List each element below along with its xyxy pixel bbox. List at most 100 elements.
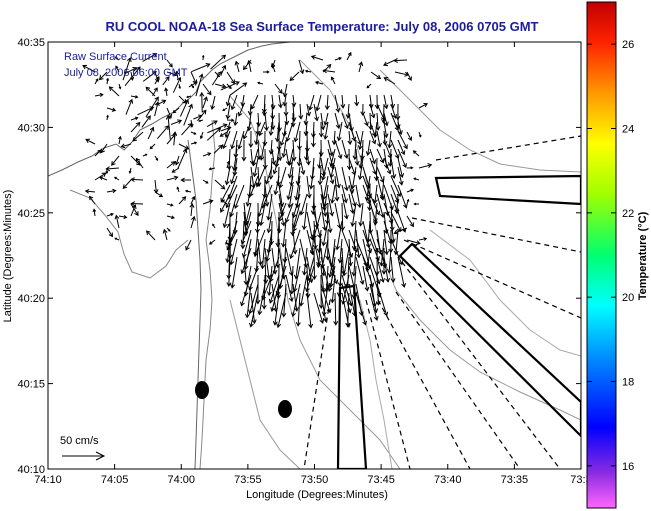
current-vector-arrow — [318, 121, 324, 138]
current-vector-arrow — [397, 148, 407, 169]
current-vector-arrow — [166, 161, 176, 169]
current-vector-arrow — [324, 265, 330, 293]
current-vector-arrow — [323, 121, 329, 140]
current-vector-arrow — [165, 114, 171, 140]
current-vector-arrow — [122, 57, 132, 81]
current-vector-arrow — [193, 114, 203, 120]
current-vector-arrow — [311, 247, 317, 280]
current-vector-arrow — [315, 94, 322, 112]
current-vector-arrow — [365, 139, 371, 156]
current-vector-arrow — [317, 166, 323, 186]
colorbar-tick-label: 16 — [622, 461, 634, 473]
x-tick-label: 73:40 — [434, 474, 462, 486]
current-vector-arrow — [130, 95, 139, 99]
current-vector-arrow — [335, 220, 343, 251]
current-vector-arrow — [190, 141, 198, 145]
current-vector-arrow — [379, 238, 385, 267]
current-vector-arrow — [202, 152, 212, 157]
current-vector-arrow — [114, 237, 120, 241]
current-vector-arrow — [265, 238, 273, 263]
current-vector-arrow — [262, 70, 270, 74]
current-vector-arrow — [321, 283, 329, 317]
current-vector-arrow — [358, 61, 364, 73]
current-vector-arrow — [248, 130, 254, 149]
current-vector-arrow — [270, 283, 280, 312]
current-vector-arrow — [299, 274, 308, 307]
current-vector-arrow — [100, 143, 108, 154]
current-vector-arrow — [261, 274, 273, 301]
current-vector-arrow — [287, 148, 294, 167]
current-vector-arrow — [222, 107, 228, 111]
current-vector-arrow — [397, 166, 404, 186]
current-vector-arrow — [285, 274, 294, 303]
current-vector-arrow — [313, 238, 321, 267]
current-vector-arrow — [413, 202, 420, 206]
current-vector-arrow — [142, 70, 157, 82]
current-vector-arrow — [273, 175, 280, 196]
current-vector-arrow — [208, 167, 216, 171]
current-vector-arrow — [219, 131, 228, 137]
current-vector-arrow — [341, 274, 350, 305]
current-vector-arrow — [237, 103, 245, 117]
current-vector-arrow — [383, 112, 389, 127]
current-vector-arrow — [355, 256, 365, 285]
current-vector-arrow — [234, 60, 240, 73]
current-vector-arrow — [178, 196, 187, 205]
current-vector-arrow — [383, 229, 390, 256]
current-vector-arrow — [154, 101, 160, 117]
current-vector-arrow — [327, 211, 333, 234]
current-vector-arrow — [369, 130, 377, 145]
current-vector-arrow — [250, 292, 257, 325]
current-vector-arrow — [418, 163, 433, 169]
current-vector-arrow — [114, 214, 120, 229]
current-vector-arrow — [304, 69, 312, 73]
x-tick-label: 74:10 — [34, 474, 62, 486]
current-vector-arrow — [94, 149, 102, 157]
current-vector-arrow — [291, 193, 301, 219]
current-vector-arrow — [113, 176, 120, 181]
current-vector-arrow — [372, 184, 378, 204]
current-vector-arrow — [190, 83, 195, 89]
current-vector-arrow — [130, 203, 139, 217]
current-vector-arrow — [253, 229, 266, 257]
current-vector-arrow — [199, 91, 205, 113]
x-tick-label: 73:35 — [501, 474, 529, 486]
current-vector-arrow — [246, 59, 252, 73]
current-vector-arrow — [98, 71, 108, 81]
current-vector-arrow — [406, 239, 421, 246]
current-vector-arrow — [264, 184, 270, 207]
current-vector-arrow — [390, 157, 397, 180]
current-vector-arrow — [345, 292, 351, 328]
current-vector-arrow — [171, 167, 180, 173]
current-vector-arrow — [268, 121, 274, 137]
current-vector-arrow — [202, 83, 212, 96]
current-vector-arrow — [381, 247, 387, 275]
current-vector-arrow — [322, 184, 329, 208]
current-vector-arrow — [418, 237, 428, 241]
current-vector-arrow — [292, 265, 301, 293]
current-vector-arrow — [295, 292, 301, 327]
current-vector-arrow — [225, 103, 231, 120]
current-vector-arrow — [305, 265, 315, 293]
current-vector-arrow — [180, 177, 192, 183]
current-vector-arrow — [261, 103, 267, 117]
current-vector-arrow — [240, 220, 246, 250]
current-vector-arrow — [207, 123, 228, 134]
current-vector-arrow — [394, 193, 400, 215]
current-vector-arrow — [318, 139, 324, 157]
colorbar-tick-label: 26 — [622, 39, 634, 51]
current-vector-arrow — [406, 166, 414, 170]
current-vector-arrow — [199, 131, 204, 140]
current-vector-arrow — [176, 186, 180, 193]
current-vector-arrow — [329, 157, 336, 179]
current-vector-arrow — [185, 239, 192, 251]
current-vector-arrow — [357, 130, 364, 151]
y-tick-label: 40:10 — [17, 464, 45, 476]
current-vector-arrow — [142, 53, 158, 62]
current-vector-arrow — [240, 247, 252, 275]
current-vector-arrow — [230, 166, 238, 185]
current-vector-arrow — [289, 71, 300, 82]
contour-1 — [229, 95, 401, 469]
current-vector-arrow — [383, 256, 391, 283]
current-vector-arrow — [383, 157, 392, 175]
